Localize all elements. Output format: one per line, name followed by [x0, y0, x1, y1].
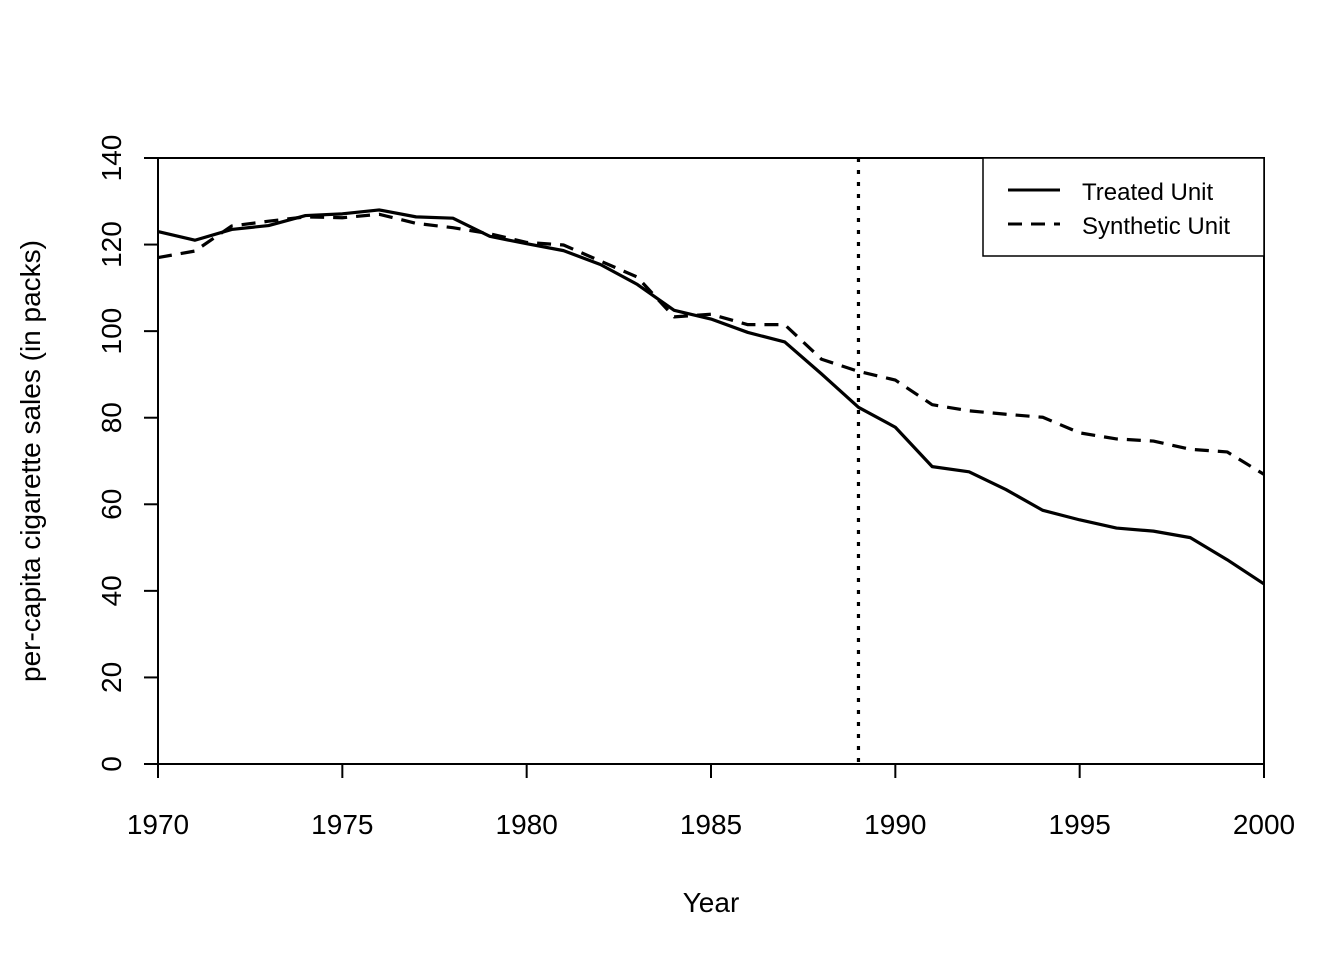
legend-box — [982, 157, 1265, 257]
legend-label-synthetic: Synthetic Unit — [1082, 213, 1230, 240]
y-tick-label: 120 — [96, 221, 127, 268]
y-axis: 0 20 40 60 80 100 120 140 — [96, 135, 158, 772]
y-tick-label: 0 — [96, 756, 127, 772]
y-tick-label: 40 — [96, 575, 127, 606]
y-tick-label: 80 — [96, 402, 127, 433]
x-tick-label: 1985 — [680, 809, 742, 840]
x-axis-title: Year — [683, 887, 740, 918]
y-tick-label: 100 — [96, 308, 127, 355]
x-tick-label: 1995 — [1049, 809, 1111, 840]
x-tick-label: 1980 — [496, 809, 558, 840]
legend: Treated Unit Synthetic Unit — [982, 157, 1265, 257]
y-axis-title: per-capita cigarette sales (in packs) — [15, 240, 46, 682]
y-tick-label: 60 — [96, 489, 127, 520]
y-tick-label: 20 — [96, 662, 127, 693]
x-axis: 1970 1975 1980 1985 1990 1995 2000 — [127, 764, 1295, 840]
x-tick-label: 1975 — [311, 809, 373, 840]
x-tick-label: 2000 — [1233, 809, 1295, 840]
x-tick-label: 1970 — [127, 809, 189, 840]
x-tick-label: 1990 — [864, 809, 926, 840]
legend-label-treated: Treated Unit — [1082, 179, 1214, 206]
series-line-treated-unit — [157, 208, 1265, 586]
y-tick-label: 140 — [96, 135, 127, 182]
plot-marks — [157, 158, 1265, 764]
series-line-synthetic-unit — [157, 212, 1265, 476]
